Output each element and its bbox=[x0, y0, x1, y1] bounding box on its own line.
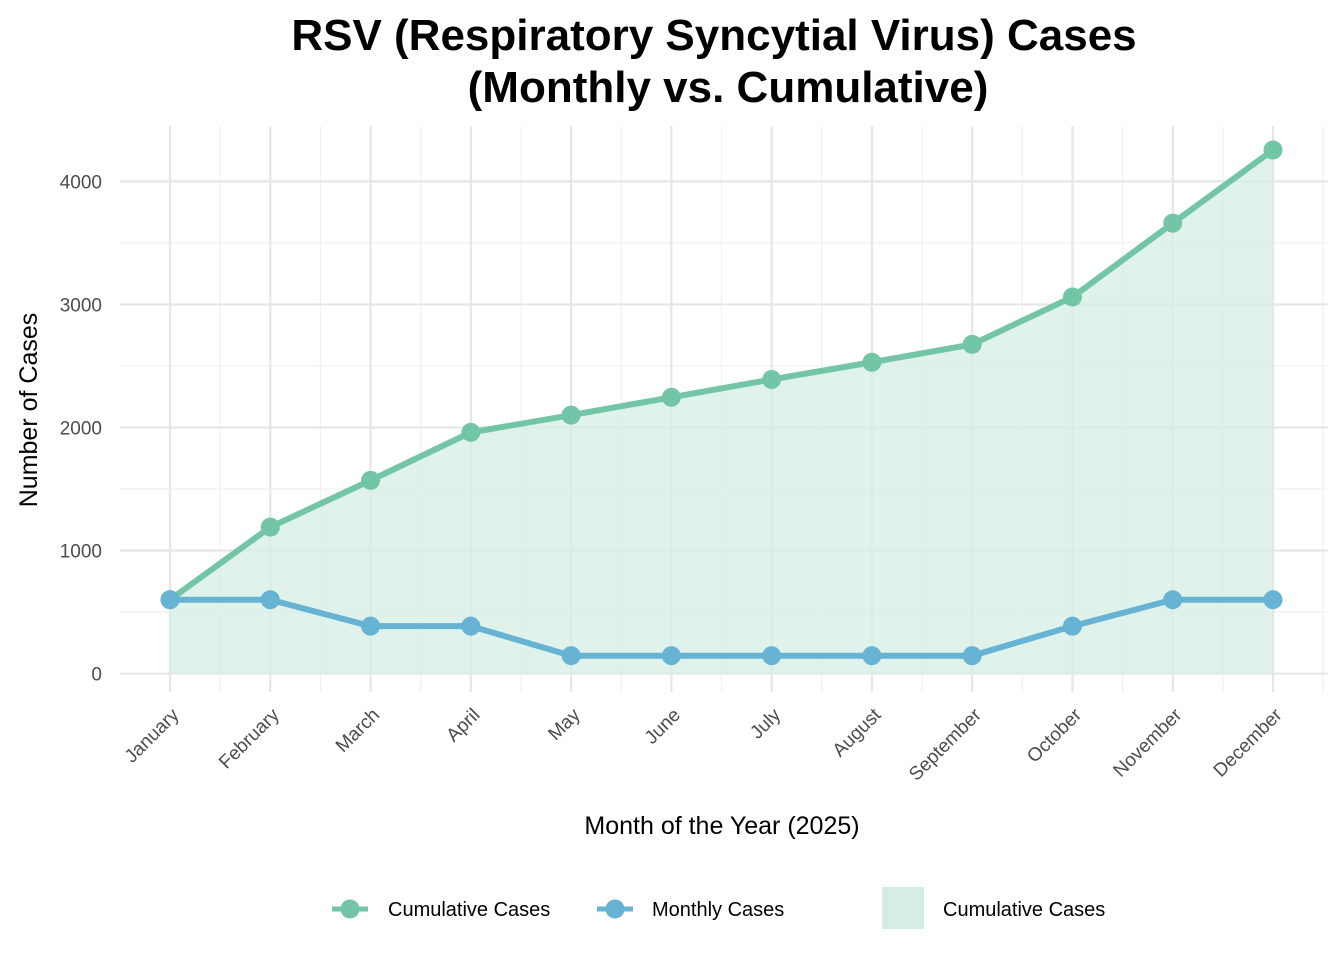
chart-title-line-2: (Monthly vs. Cumulative) bbox=[468, 63, 989, 112]
chart-title-line-1: RSV (Respiratory Syncytial Virus) Cases bbox=[291, 11, 1136, 60]
monthly-cases-point bbox=[260, 590, 280, 610]
y-tick-label: 3000 bbox=[60, 295, 102, 316]
cumulative-cases-point bbox=[1062, 287, 1082, 307]
x-tick-label: November bbox=[1109, 704, 1186, 781]
cumulative-cases-point bbox=[1263, 140, 1283, 160]
line-layer bbox=[167, 146, 1276, 659]
cumulative-cases-line bbox=[167, 146, 1276, 603]
legend-label-monthly: Monthly Cases bbox=[652, 899, 784, 921]
monthly-cases-point bbox=[160, 590, 180, 610]
y-tick-labels: 0 1000 2000 3000 4000 bbox=[60, 172, 102, 685]
monthly-cases-point bbox=[361, 616, 381, 636]
legend: Cumulative Cases Monthly Cases Cumulative … bbox=[332, 887, 1105, 929]
cumulative-cases-point bbox=[962, 334, 982, 354]
monthly-cases-line bbox=[167, 596, 1276, 659]
monthly-cases-point bbox=[762, 646, 782, 666]
x-tick-label: December bbox=[1210, 704, 1287, 781]
cumulative-cases-point bbox=[361, 470, 381, 490]
x-tick-label: March bbox=[332, 705, 384, 757]
area-layer bbox=[170, 149, 1273, 674]
x-tick-label: July bbox=[746, 704, 785, 743]
cumulative-cases-point bbox=[661, 387, 681, 407]
cumulative-cases-point bbox=[461, 422, 481, 442]
cumulative-cases-point bbox=[862, 352, 882, 372]
y-tick-label: 2000 bbox=[60, 418, 102, 439]
cumulative-cases-point bbox=[561, 405, 581, 425]
legend-label-area: Cumulative Cases bbox=[943, 899, 1105, 921]
point-layer bbox=[160, 140, 1283, 666]
y-tick-label: 1000 bbox=[60, 542, 102, 563]
legend-key-cumulative-point bbox=[340, 899, 360, 919]
legend-key-monthly-point bbox=[605, 899, 625, 919]
monthly-cases-point bbox=[962, 646, 982, 666]
y-tick-label: 0 bbox=[91, 665, 102, 686]
monthly-cases-point bbox=[1263, 590, 1283, 610]
monthly-cases-point bbox=[661, 646, 681, 666]
x-tick-label: February bbox=[215, 704, 284, 773]
cumulative-cases-point bbox=[1163, 213, 1183, 233]
x-tick-label: May bbox=[544, 704, 585, 745]
x-axis-title: Month of the Year (2025) bbox=[584, 812, 859, 840]
cumulative-cases-point bbox=[762, 369, 782, 389]
monthly-cases-point bbox=[1062, 616, 1082, 636]
x-tick-label: April bbox=[443, 705, 485, 747]
x-tick-label: August bbox=[829, 704, 886, 761]
monthly-cases-point bbox=[862, 646, 882, 666]
legend-key-area bbox=[882, 887, 924, 929]
x-tick-label: September bbox=[905, 704, 986, 785]
y-tick-label: 4000 bbox=[60, 172, 102, 193]
legend-label-cumulative: Cumulative Cases bbox=[388, 899, 550, 921]
monthly-cases-point bbox=[1163, 590, 1183, 610]
monthly-cases-point bbox=[461, 616, 481, 636]
y-axis-title: Number of Cases bbox=[15, 313, 43, 508]
monthly-cases-point bbox=[561, 646, 581, 666]
x-tick-label: October bbox=[1023, 704, 1086, 767]
x-tick-labels: January February March April May June July Augu… bbox=[121, 704, 1287, 785]
cumulative-area bbox=[170, 149, 1273, 674]
x-tick-label: January bbox=[121, 704, 184, 767]
x-tick-label: June bbox=[641, 705, 685, 749]
cumulative-cases-point bbox=[260, 517, 280, 537]
